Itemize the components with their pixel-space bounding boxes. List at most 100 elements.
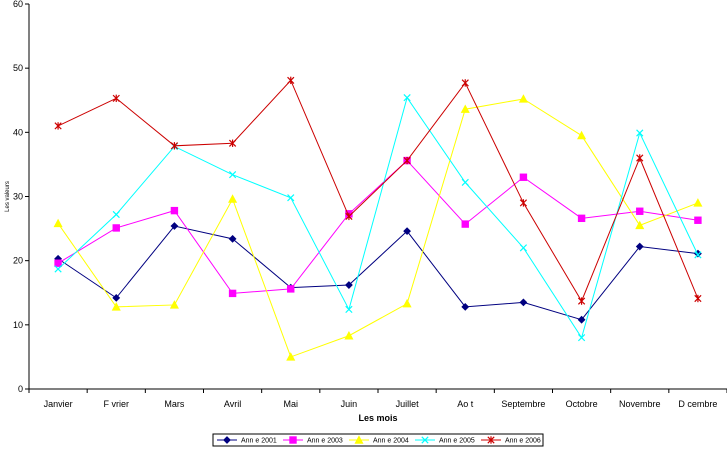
data-point [287,194,295,202]
data-point [577,214,586,223]
data-point [461,302,470,311]
data-point [636,154,644,162]
legend-marker [487,436,495,444]
data-point [170,142,179,150]
data-point [693,198,703,207]
data-point [519,199,528,207]
x-tick-label: Ao t [457,399,474,409]
data-point [461,220,469,228]
legend-entry: Ann e 2006 [481,436,541,445]
data-point [519,244,528,252]
data-point [170,222,179,230]
y-tick-label: 50 [13,63,23,73]
data-point [344,330,354,340]
legend-entry: Ann e 2005 [415,436,475,445]
legend-entry: Ann e 2003 [283,436,343,445]
y-axis: 0 10 20 30 40 50 60 [13,0,30,394]
data-point [518,94,528,103]
x-tick-label: Avril [224,399,241,409]
data-point [287,285,295,293]
series-line [57,159,698,294]
y-tick-label: 30 [13,192,23,202]
x-tick-label: Juillet [396,399,420,409]
series-line [57,98,699,358]
data-point [170,206,179,215]
data-point [345,305,353,314]
series-1 [54,222,702,324]
series-line [57,225,698,321]
data-point [577,334,586,342]
data-point [460,104,470,113]
data-point [111,302,121,311]
data-point [286,352,296,361]
data-point [228,289,237,298]
legend-label: Ann e 2001 [241,438,277,445]
legend-label: Ann e 2003 [307,438,343,445]
series-3 [53,94,703,361]
legend-marker [421,436,429,444]
legend-label: Ann e 2005 [439,438,475,445]
data-point [228,139,237,147]
data-point [577,297,586,305]
data-point [287,76,295,85]
data-point [53,218,63,228]
data-point [228,171,237,179]
series-2 [54,156,702,298]
series-line [57,96,699,339]
data-point [577,315,586,324]
data-point [694,216,702,224]
data-point [635,220,645,230]
data-point [694,251,702,259]
y-tick-label: 0 [18,384,23,394]
data-point [112,224,120,232]
x-tick-label: Novembre [619,399,661,409]
data-point [636,129,644,137]
data-point [54,259,62,267]
legend-label: Ann e 2004 [373,438,409,445]
series-line [57,79,699,303]
y-tick-label: 60 [13,0,23,9]
legend-marker [354,435,364,444]
legend-entry: Ann e 2004 [349,435,409,445]
x-axis-title: Les mois [358,413,397,423]
data-point [403,94,411,102]
y-tick-label: 40 [13,127,23,137]
data-point [403,156,411,165]
data-point [169,300,179,309]
data-point [112,293,121,302]
data-point [577,130,587,140]
data-point [345,212,353,221]
data-point [345,281,353,289]
legend-marker [223,436,231,444]
x-axis: Janvier F vrier Mars Avril Mai Juin Juillet Ao … [28,388,727,409]
y-axis-title: Les valeurs [5,181,11,212]
data-point [519,298,528,307]
x-tick-label: Octobre [566,399,598,409]
data-point [694,249,702,258]
data-point [228,194,238,203]
data-point [54,265,62,273]
x-tick-label: D cembre [678,399,717,409]
data-point [694,294,702,303]
data-point [403,227,411,236]
x-tick-label: F vrier [104,399,130,409]
y-tick-label: 20 [13,256,23,266]
x-tick-label: Mai [283,399,298,409]
legend-label: Ann e 2006 [505,438,541,445]
legend: Ann e 2001 Ann e 2003 Ann e 2004 Ann e 2005… [212,433,544,447]
x-tick-label: Juin [341,399,358,409]
data-point [519,173,528,181]
x-tick-label: Mars [164,399,184,409]
data-point [636,207,644,215]
data-point [461,79,469,87]
legend-entry: Ann e 2001 [217,436,277,445]
data-point [461,178,469,187]
data-point [112,210,120,219]
data-point [635,242,644,251]
legend-marker [289,436,297,444]
x-tick-label: Janvier [44,399,73,409]
data-point [54,122,62,130]
data-point [402,298,412,308]
series-group [53,76,703,361]
